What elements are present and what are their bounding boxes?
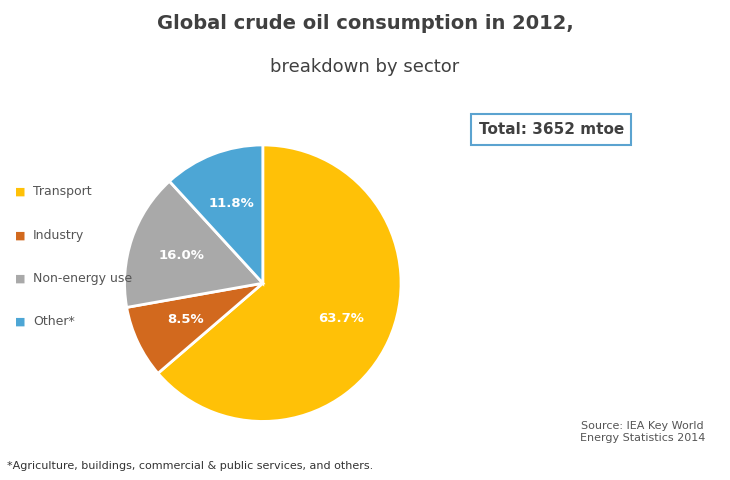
Text: ■: ■ [15, 317, 25, 326]
Text: Industry: Industry [33, 228, 84, 242]
Text: Source: IEA Key World
Energy Statistics 2014: Source: IEA Key World Energy Statistics … [580, 421, 705, 443]
Text: ■: ■ [15, 230, 25, 240]
Text: Total: 3652 mtoe: Total: 3652 mtoe [479, 122, 623, 137]
Wedge shape [158, 145, 401, 421]
Text: Non-energy use: Non-energy use [33, 272, 132, 285]
Text: *Agriculture, buildings, commercial & public services, and others.: *Agriculture, buildings, commercial & pu… [7, 461, 374, 470]
Text: 8.5%: 8.5% [167, 313, 204, 326]
Text: ■: ■ [15, 274, 25, 283]
Wedge shape [169, 145, 263, 283]
Text: 63.7%: 63.7% [318, 312, 364, 325]
Wedge shape [125, 181, 263, 307]
Text: breakdown by sector: breakdown by sector [270, 58, 460, 76]
Text: 16.0%: 16.0% [158, 249, 204, 262]
Wedge shape [127, 283, 263, 373]
Text: 11.8%: 11.8% [209, 197, 255, 210]
Text: ■: ■ [15, 187, 25, 197]
Text: Other*: Other* [33, 315, 74, 328]
Text: Global crude oil consumption in 2012,: Global crude oil consumption in 2012, [157, 14, 573, 34]
Text: Transport: Transport [33, 185, 91, 199]
